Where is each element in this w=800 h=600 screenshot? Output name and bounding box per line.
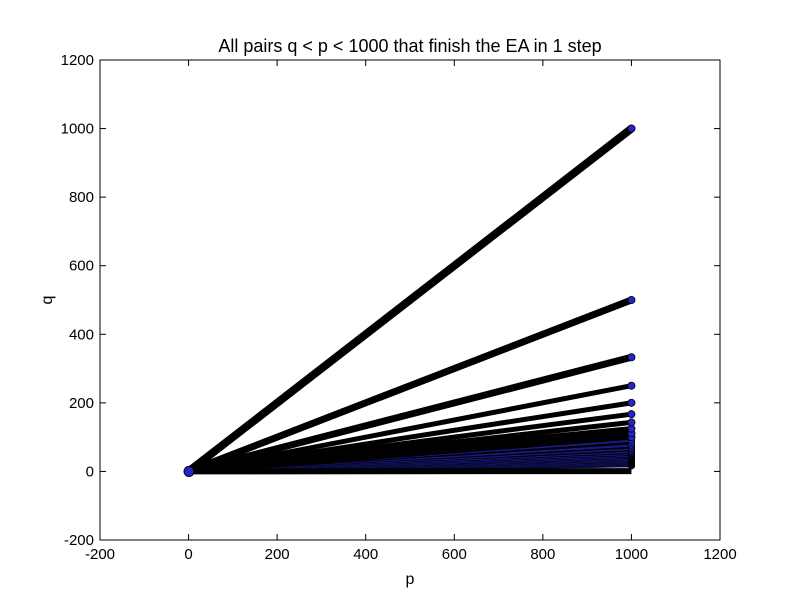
y-tick-label: 1200 bbox=[61, 52, 94, 69]
data-series-line-k2 bbox=[185, 296, 635, 475]
chart-title: All pairs q < p < 1000 that finish the E… bbox=[218, 36, 601, 56]
y-tick-label: 600 bbox=[69, 258, 94, 275]
y-tick-label: 1000 bbox=[61, 121, 94, 138]
x-tick-label: 400 bbox=[353, 546, 378, 563]
y-tick-label: 800 bbox=[69, 189, 94, 206]
x-tick-label: 200 bbox=[265, 546, 290, 563]
data-series-line-k5 bbox=[186, 400, 634, 474]
y-tick-label: 0 bbox=[86, 463, 94, 480]
x-tick-label: -200 bbox=[85, 546, 115, 563]
data-marks bbox=[183, 124, 636, 477]
data-point-endpoint-k5 bbox=[627, 398, 636, 407]
x-axis-ticks: -200 0 200 400 600 800 1000 1200 bbox=[85, 60, 737, 563]
y-axis-label: q bbox=[39, 296, 56, 305]
data-point-endpoint-k1 bbox=[627, 124, 636, 133]
plot-frame bbox=[99, 59, 721, 541]
y-axis-ticks: -200 0 200 400 600 800 1000 1200 bbox=[61, 52, 720, 549]
data-point-endpoint-k2 bbox=[627, 295, 636, 304]
x-axis-label: p bbox=[406, 571, 415, 588]
data-series-line-k4 bbox=[186, 383, 634, 474]
x-tick-label: 600 bbox=[442, 546, 467, 563]
y-tick-label: 200 bbox=[69, 395, 94, 412]
data-series-line-k3 bbox=[185, 353, 635, 475]
data-point-endpoint-k4 bbox=[627, 381, 636, 390]
x-tick-label: 800 bbox=[530, 546, 555, 563]
data-point-endpoint-k3 bbox=[627, 353, 636, 362]
y-tick-label: -200 bbox=[64, 532, 94, 549]
y-tick-label: 400 bbox=[69, 326, 94, 343]
data-point-endpoint-k6 bbox=[627, 410, 636, 419]
data-point-endpoint-k7 bbox=[627, 418, 636, 427]
data-series-line-k1 bbox=[185, 124, 636, 476]
x-tick-label: 1000 bbox=[615, 546, 648, 563]
data-point-origin bbox=[183, 465, 195, 477]
x-tick-label: 0 bbox=[184, 546, 192, 563]
x-tick-label: 1200 bbox=[703, 546, 736, 563]
